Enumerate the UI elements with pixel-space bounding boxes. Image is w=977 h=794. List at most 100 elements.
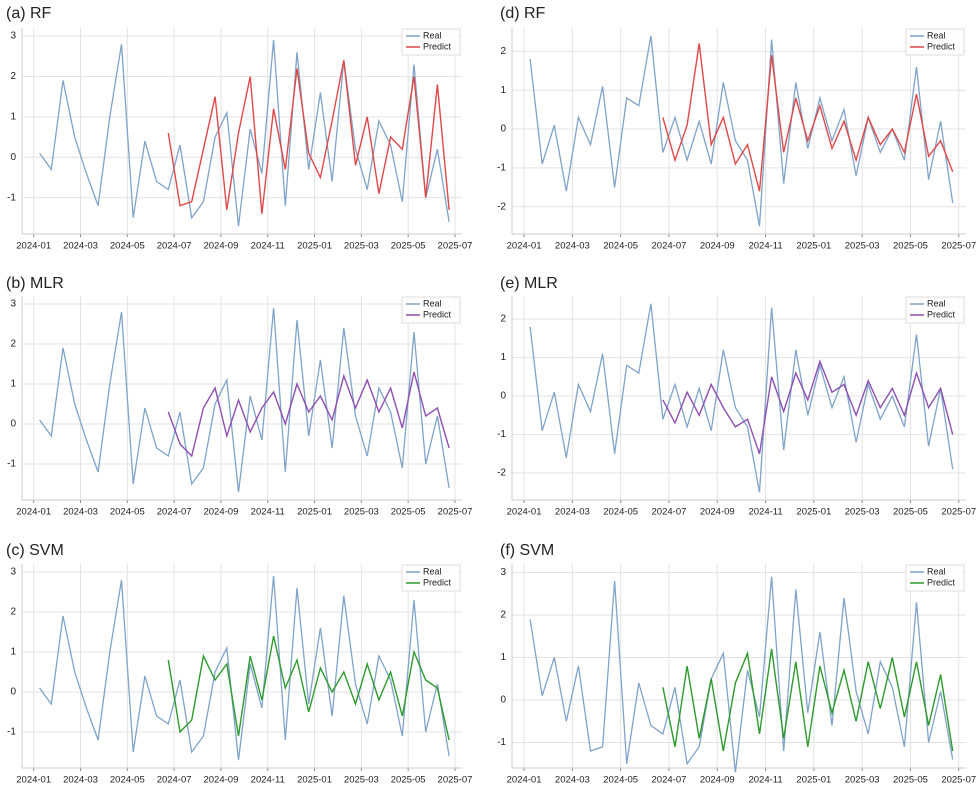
x-tick-label: 2024-09 — [203, 241, 238, 252]
legend-label: Real — [423, 298, 442, 308]
x-tick-label: 2025-05 — [391, 241, 426, 252]
x-tick-label: 2025-07 — [438, 507, 473, 518]
x-tick-label: 2024-07 — [157, 775, 192, 786]
x-tick-label: 2025-03 — [344, 775, 379, 786]
series-line — [529, 303, 954, 493]
y-tick-label: -1 — [497, 429, 506, 440]
legend-box — [905, 296, 965, 324]
y-tick-label: 3 — [10, 567, 16, 578]
series-line — [39, 575, 450, 761]
x-tick-label: 2024-01 — [507, 775, 542, 786]
panel: -2 -1 0 1 2 2024-01 2024-03 2024-05 2024-07 2024-… — [497, 28, 976, 252]
y-tick-label: 0 — [10, 419, 16, 430]
x-tick-label: 2025-07 — [438, 775, 473, 786]
y-tick-label: 0 — [10, 152, 16, 163]
x-tick-label: 2025-01 — [796, 775, 831, 786]
chart-title: (d) RF — [500, 5, 546, 22]
x-tick-label: 2024-01 — [507, 241, 542, 252]
x-tick-label: 2024-01 — [16, 775, 51, 786]
series-line — [167, 371, 450, 458]
chart-title: (f) SVM — [500, 542, 554, 559]
y-tick-label: -1 — [497, 737, 506, 748]
panel: -1 0 1 2 3 2024-01 2024-03 2024-05 2024-07 2024-0… — [7, 296, 472, 518]
y-tick-label: -1 — [7, 192, 16, 203]
x-tick-label: 2024-05 — [603, 775, 638, 786]
x-tick-label: 2025-01 — [796, 241, 831, 252]
y-tick-label: -2 — [497, 468, 506, 479]
series-line — [662, 359, 954, 455]
x-tick-label: 2025-03 — [845, 507, 880, 518]
legend-box — [905, 28, 965, 56]
x-tick-label: 2025-01 — [297, 241, 332, 252]
y-tick-label: 0 — [500, 391, 506, 402]
y-tick-label: 1 — [500, 352, 506, 363]
y-tick-label: 2 — [500, 610, 506, 621]
x-tick-label: 2024-07 — [652, 507, 687, 518]
legend-box — [905, 564, 965, 592]
y-tick-label: 1 — [10, 379, 16, 390]
chart-title: (b) MLR — [6, 275, 64, 292]
x-tick-label: 2024-09 — [700, 507, 735, 518]
panel: -1 0 1 2 3 2024-01 2024-03 2024-05 2024-07 2024-0… — [7, 28, 472, 252]
panel: -2 -1 0 1 2 2024-01 2024-03 2024-05 2024-07 2024-… — [497, 296, 976, 518]
x-tick-label: 2024-05 — [110, 241, 145, 252]
legend-label: Predict — [423, 309, 452, 319]
x-tick-label: 2025-03 — [845, 241, 880, 252]
chart-title: (e) MLR — [500, 275, 558, 292]
y-tick-label: 2 — [500, 46, 506, 57]
x-tick-label: 2024-07 — [652, 775, 687, 786]
x-tick-label: 2024-11 — [251, 241, 285, 252]
x-tick-label: 2025-03 — [845, 775, 880, 786]
x-tick-label: 2025-01 — [297, 775, 332, 786]
x-tick-label: 2024-09 — [203, 775, 238, 786]
series-line — [662, 43, 954, 192]
x-tick-label: 2024-03 — [63, 507, 98, 518]
x-tick-label: 2024-07 — [157, 507, 192, 518]
x-tick-label: 2024-11 — [251, 507, 285, 518]
y-tick-label: 1 — [500, 652, 506, 663]
y-tick-label: 3 — [10, 31, 16, 42]
y-tick-label: 2 — [10, 71, 16, 82]
legend-label: Real — [423, 30, 442, 40]
x-tick-label: 2025-05 — [391, 507, 426, 518]
x-tick-label: 2025-07 — [941, 507, 976, 518]
x-tick-label: 2024-07 — [157, 241, 192, 252]
y-tick-label: 3 — [10, 299, 16, 310]
series-line — [167, 60, 450, 214]
chart-title: (c) SVM — [6, 542, 64, 559]
chart-title: (a) RF — [6, 5, 52, 22]
y-tick-label: -1 — [7, 459, 16, 470]
series-line — [39, 307, 450, 493]
x-tick-label: 2024-11 — [748, 507, 782, 518]
y-tick-label: 0 — [10, 687, 16, 698]
series-line — [529, 35, 954, 227]
x-tick-label: 2024-01 — [16, 507, 51, 518]
legend-label: Real — [927, 298, 946, 308]
x-tick-label: 2025-05 — [893, 507, 928, 518]
series-line — [529, 576, 954, 773]
y-tick-label: 2 — [500, 314, 506, 325]
y-tick-label: 1 — [500, 85, 506, 96]
x-tick-label: 2024-05 — [603, 241, 638, 252]
y-tick-label: 2 — [10, 607, 16, 618]
x-tick-label: 2024-03 — [63, 775, 98, 786]
x-tick-label: 2024-01 — [507, 507, 542, 518]
x-tick-label: 2024-05 — [110, 775, 145, 786]
x-tick-label: 2024-09 — [700, 775, 735, 786]
x-tick-label: 2025-05 — [893, 775, 928, 786]
legend-box — [401, 296, 461, 324]
x-tick-label: 2024-09 — [700, 241, 735, 252]
y-tick-label: 1 — [10, 112, 16, 123]
legend-label: Predict — [927, 577, 956, 587]
y-tick-label: -1 — [7, 727, 16, 738]
x-tick-label: 2025-01 — [796, 507, 831, 518]
x-tick-label: 2024-05 — [603, 507, 638, 518]
legend-label: Real — [927, 566, 946, 576]
x-tick-label: 2025-05 — [893, 241, 928, 252]
legend-label: Predict — [423, 577, 452, 587]
x-tick-label: 2025-05 — [391, 775, 426, 786]
x-tick-label: 2024-09 — [203, 507, 238, 518]
x-tick-label: 2025-07 — [438, 241, 473, 252]
x-tick-label: 2024-03 — [555, 507, 590, 518]
